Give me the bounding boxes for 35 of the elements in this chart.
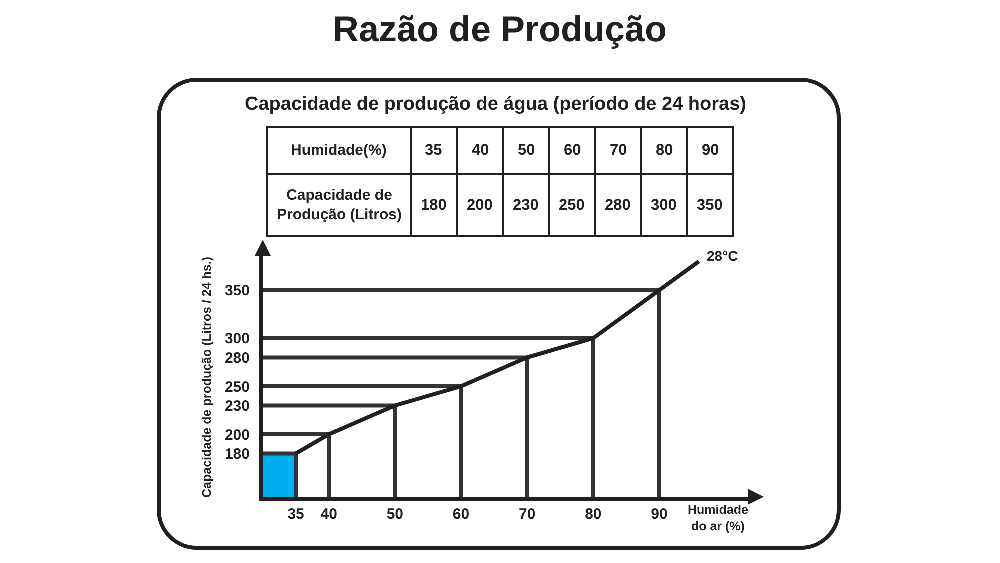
data-label: 300 [651, 197, 677, 214]
data-label: 180 [421, 197, 447, 214]
data-label: 280 [605, 197, 631, 214]
x-tick-label: 90 [651, 506, 668, 523]
x-tick-label: 90 [702, 142, 720, 159]
y-tick-label: 250 [224, 378, 250, 396]
chart-title: Razão de Produção [332, 8, 668, 50]
y-tick-label: 280 [224, 350, 250, 367]
y-tick-label: 300 [224, 330, 250, 348]
chart-subtitle: Capacidade de produção de água (período de 24 horas) [245, 94, 746, 115]
x-axis-title: Humidade(%) [291, 142, 387, 159]
x-axis-title: Humidade do ar (%) [688, 503, 748, 534]
series-label: 28°C [707, 248, 738, 264]
y-axis-title: Capacidade de produção (Litros / 24 hs.) [200, 256, 214, 498]
x-tick-label: 50 [518, 142, 536, 159]
x-tick-label: 70 [610, 142, 628, 159]
data-label: 200 [467, 197, 493, 214]
y-tick-label: Capacidade de Produção (Litros) [277, 187, 402, 224]
x-tick-label: 40 [320, 506, 338, 523]
y-tick-label: 180 [224, 446, 250, 464]
x-tick-label: 80 [585, 506, 602, 523]
x-tick-label: 40 [472, 142, 490, 159]
data-label: 250 [559, 197, 585, 214]
x-tick-label: 70 [518, 506, 536, 523]
x-tick-label: 35 [288, 506, 304, 523]
x-tick-label: 80 [656, 142, 674, 159]
data-label: 230 [513, 197, 539, 214]
x-tick-label: 35 [425, 142, 443, 159]
y-tick-label: 200 [224, 426, 250, 444]
x-tick-label: 50 [386, 506, 404, 523]
x-tick-label: 60 [452, 506, 470, 523]
y-tick-label: 350 [224, 282, 250, 300]
x-tick-label: 60 [564, 142, 582, 159]
y-tick-label: 230 [224, 398, 250, 415]
data-label: 350 [697, 197, 723, 214]
